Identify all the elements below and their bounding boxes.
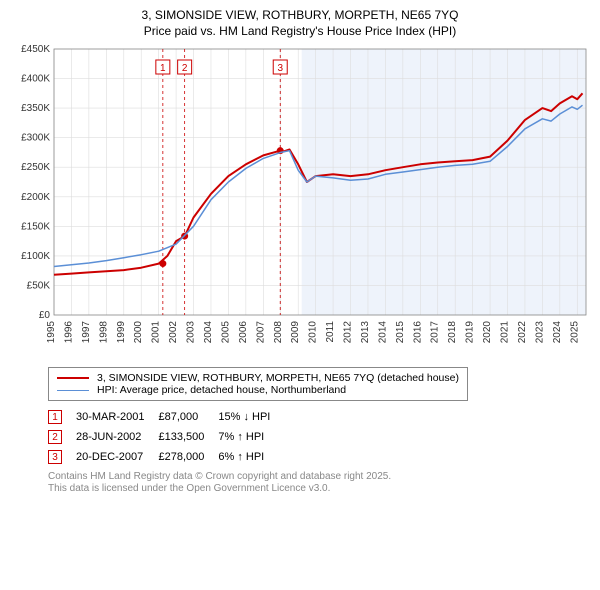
svg-text:£150K: £150K (21, 222, 50, 233)
svg-text:3: 3 (277, 63, 283, 74)
legend-label-hpi: HPI: Average price, detached house, Nort… (97, 384, 346, 396)
svg-text:£250K: £250K (21, 162, 50, 173)
svg-text:£450K: £450K (21, 44, 50, 55)
svg-text:£400K: £400K (21, 74, 50, 85)
svg-text:£350K: £350K (21, 103, 50, 114)
event-row: 2 28-JUN-2002£133,5007% ↑ HPI (48, 427, 284, 447)
legend-label-property: 3, SIMONSIDE VIEW, ROTHBURY, MORPETH, NE… (97, 372, 459, 384)
svg-text:2018: 2018 (447, 321, 458, 344)
svg-text:2020: 2020 (482, 321, 493, 344)
svg-text:£100K: £100K (21, 251, 50, 262)
svg-text:£200K: £200K (21, 192, 50, 203)
svg-text:2004: 2004 (203, 321, 214, 344)
chart-svg: £0 £50K £100K £150K £200K £250K £300K £350K £400… (8, 43, 592, 363)
event-price: £87,000 (158, 407, 218, 427)
svg-text:2025: 2025 (569, 321, 580, 344)
svg-text:2013: 2013 (360, 321, 371, 344)
svg-text:£300K: £300K (21, 133, 50, 144)
legend: 3, SIMONSIDE VIEW, ROTHBURY, MORPETH, NE… (48, 367, 468, 401)
legend-row-hpi: HPI: Average price, detached house, Nort… (57, 384, 459, 396)
svg-text:2015: 2015 (395, 321, 406, 344)
attribution-line1: Contains HM Land Registry data © Crown c… (48, 471, 592, 483)
price-chart: £0 £50K £100K £150K £200K £250K £300K £350K £400… (8, 43, 592, 363)
legend-swatch-property (57, 377, 89, 379)
event-date: 30-MAR-2001 (76, 407, 158, 427)
chart-title: 3, SIMONSIDE VIEW, ROTHBURY, MORPETH, NE… (8, 8, 592, 39)
event-row: 1 30-MAR-2001£87,00015% ↓ HPI (48, 407, 284, 427)
svg-text:2001: 2001 (151, 321, 162, 344)
svg-text:2012: 2012 (343, 321, 354, 344)
event-marker: 1 (48, 410, 62, 424)
svg-text:1998: 1998 (98, 321, 109, 344)
svg-text:2009: 2009 (290, 321, 301, 344)
event-marker: 2 (48, 430, 62, 444)
svg-text:1999: 1999 (116, 321, 127, 344)
svg-text:2011: 2011 (325, 321, 336, 343)
svg-text:1: 1 (160, 63, 166, 74)
svg-text:2019: 2019 (465, 321, 476, 344)
svg-text:1997: 1997 (81, 321, 92, 344)
event-row: 3 20-DEC-2007£278,0006% ↑ HPI (48, 447, 284, 467)
event-price: £278,000 (158, 447, 218, 467)
svg-text:2023: 2023 (534, 321, 545, 344)
svg-text:2: 2 (182, 63, 188, 74)
legend-swatch-hpi (57, 390, 89, 391)
event-date: 28-JUN-2002 (76, 427, 158, 447)
legend-row-property: 3, SIMONSIDE VIEW, ROTHBURY, MORPETH, NE… (57, 372, 459, 384)
svg-text:2017: 2017 (430, 321, 441, 344)
svg-text:1995: 1995 (46, 321, 57, 344)
event-delta: 6% ↑ HPI (218, 447, 284, 467)
events-table: 1 30-MAR-2001£87,00015% ↓ HPI 2 28-JUN-2002… (48, 407, 284, 467)
svg-text:2014: 2014 (377, 321, 388, 344)
svg-text:£0: £0 (39, 310, 51, 321)
svg-text:2002: 2002 (168, 321, 179, 344)
title-line2: Price paid vs. HM Land Registry's House … (8, 24, 592, 40)
svg-text:£50K: £50K (27, 281, 51, 292)
svg-text:2016: 2016 (412, 321, 423, 344)
event-marker: 3 (48, 450, 62, 464)
svg-text:2008: 2008 (273, 321, 284, 344)
svg-text:1996: 1996 (63, 321, 74, 344)
attribution: Contains HM Land Registry data © Crown c… (48, 471, 592, 495)
event-date: 20-DEC-2007 (76, 447, 158, 467)
svg-text:2006: 2006 (238, 321, 249, 344)
event-delta: 7% ↑ HPI (218, 427, 284, 447)
svg-text:2010: 2010 (308, 321, 319, 344)
title-line1: 3, SIMONSIDE VIEW, ROTHBURY, MORPETH, NE… (8, 8, 592, 24)
event-delta: 15% ↓ HPI (218, 407, 284, 427)
svg-text:2007: 2007 (255, 321, 266, 344)
svg-text:2024: 2024 (552, 321, 563, 344)
svg-text:2003: 2003 (186, 321, 197, 344)
svg-text:2022: 2022 (517, 321, 528, 344)
svg-text:2005: 2005 (220, 321, 231, 344)
event-price: £133,500 (158, 427, 218, 447)
attribution-line2: This data is licensed under the Open Gov… (48, 483, 592, 495)
svg-text:2021: 2021 (500, 321, 511, 344)
svg-text:2000: 2000 (133, 321, 144, 344)
